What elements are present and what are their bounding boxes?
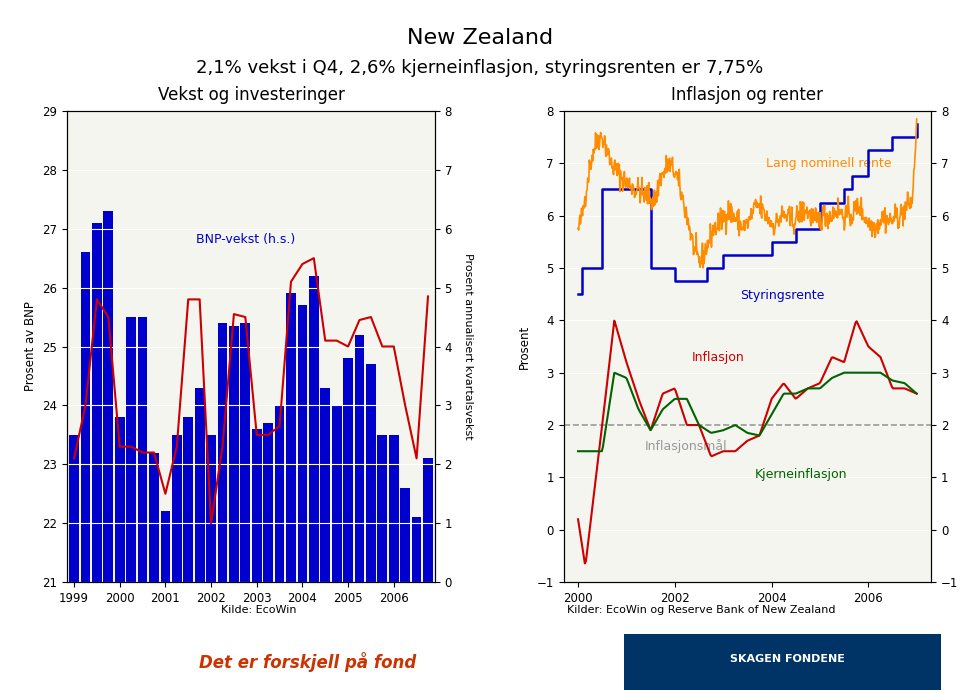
Text: Styringsrente: Styringsrente [740,290,825,302]
Bar [240,323,251,693]
Bar [298,305,307,693]
Bar [206,435,216,693]
Bar [183,417,193,693]
Bar [218,323,228,693]
Bar [172,435,181,693]
Title: Inflasjon og renter: Inflasjon og renter [671,86,824,104]
Text: Kilder: EcoWin og Reserve Bank of New Zealand: Kilder: EcoWin og Reserve Bank of New Ze… [566,605,835,615]
Bar [377,435,387,693]
Bar [69,435,79,693]
Text: Lang nominell rente: Lang nominell rente [766,157,891,170]
Bar [104,211,113,693]
Bar [275,405,284,693]
Bar [400,488,410,693]
Text: Inflasjonsmål: Inflasjonsmål [644,439,727,453]
Bar [332,405,342,693]
Text: Det er forskjell på fond: Det er forskjell på fond [199,652,416,672]
Bar [195,387,204,693]
Title: Vekst og investeringer: Vekst og investeringer [157,86,345,104]
Bar [321,387,330,693]
Bar [81,252,90,693]
Bar [286,294,296,693]
Bar [624,633,941,690]
Bar [115,417,125,693]
Bar [354,335,365,693]
Text: 2,1% vekst i Q4, 2,6% kjerneinflasjon, styringsrenten er 7,75%: 2,1% vekst i Q4, 2,6% kjerneinflasjon, s… [197,59,763,77]
Bar [229,326,239,693]
Y-axis label: Prosent annualisert kvartalsvekst: Prosent annualisert kvartalsvekst [463,253,473,440]
Text: Inflasjon: Inflasjon [692,351,745,364]
Text: Kjerneinflasjon: Kjerneinflasjon [755,468,848,482]
Text: Kilde: EcoWin: Kilde: EcoWin [222,605,297,615]
Bar [309,276,319,693]
Bar [127,317,136,693]
Bar [412,517,421,693]
Bar [344,358,353,693]
Y-axis label: Prosent av BNP: Prosent av BNP [24,301,36,392]
Bar [263,423,273,693]
Text: SKAGEN FONDENE: SKAGEN FONDENE [730,653,845,664]
Bar [423,459,433,693]
Y-axis label: Prosent: Prosent [517,324,531,369]
Bar [149,453,158,693]
Text: BNP-vekst (h.s.): BNP-vekst (h.s.) [196,233,295,246]
Bar [252,429,261,693]
Bar [92,222,102,693]
Bar [160,511,170,693]
Bar [137,317,148,693]
Text: New Zealand: New Zealand [407,28,553,48]
Bar [366,364,375,693]
Bar [389,435,398,693]
